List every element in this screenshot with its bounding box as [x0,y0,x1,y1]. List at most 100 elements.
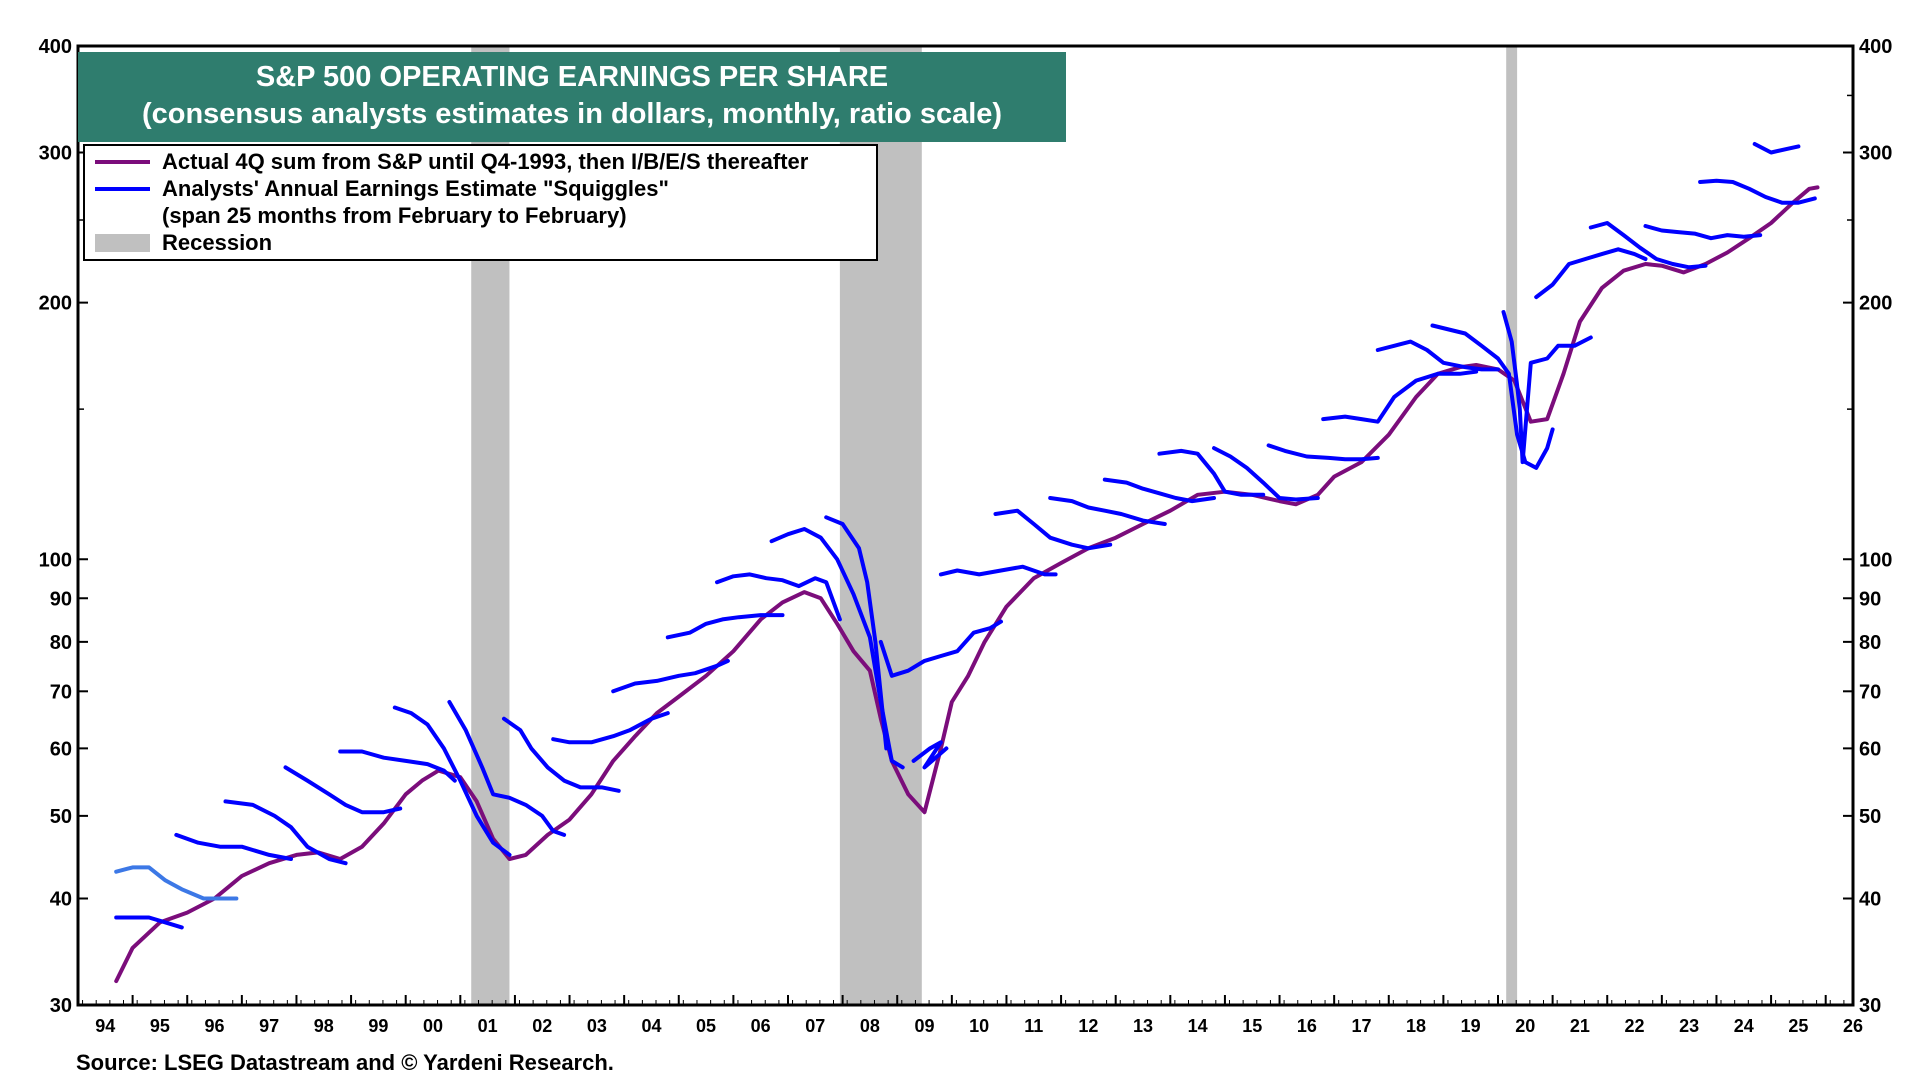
y-tick-label-left: 50 [50,806,72,828]
x-tick-label: 03 [587,1016,607,1036]
x-tick-label: 07 [805,1016,825,1036]
x-tick-label: 25 [1788,1016,1808,1036]
x-tick-label: 18 [1406,1016,1426,1036]
y-axis-left: 30 40 50 60 70 80 90 100 200 300 400 [39,36,88,1017]
legend-item-squiggles: Analysts' Annual Earnings Estimate "Squi… [95,176,669,202]
legend-label-actual: Actual 4Q sum from S&P until Q4-1993, th… [162,149,809,174]
y-tick-label-right: 50 [1859,806,1881,828]
y-tick-label-left: 30 [50,995,72,1017]
y-axis-right: 30 40 50 60 70 80 90 100 200 300 400 [1843,36,1892,1017]
x-tick-label: 13 [1133,1016,1153,1036]
squiggle-line [1430,323,1555,470]
legend-item-recession: Recession [95,230,272,256]
squiggle-line [878,619,1003,678]
x-tick-label: 09 [915,1016,935,1036]
y-tick-label-left: 200 [39,293,72,315]
squiggle-line [502,716,621,793]
squiggle-line [1643,224,1763,241]
y-tick-label-left: 40 [50,888,72,910]
x-tick-label: 04 [641,1016,661,1036]
y-tick-label-right: 70 [1859,681,1881,703]
y-tick-label-left: 400 [39,36,72,58]
x-tick-label: 97 [259,1016,279,1036]
squiggle-line [1698,178,1817,205]
x-tick-label: 22 [1625,1016,1645,1036]
analyst-squiggles-series [114,142,1817,930]
y-tick-label-left: 70 [50,681,72,703]
y-tick-label-left: 100 [39,549,72,571]
chart-subtitle: (consensus analysts estimates in dollars… [141,98,1003,130]
squiggle-line [1048,496,1167,526]
squiggle-line [1157,448,1266,497]
legend-label-recession: Recession [162,230,273,255]
x-axis: 94 95 96 97 98 99 00 01 02 03 04 05 06 07 08 09 10 11 12 13… [82,995,1863,1036]
squiggle-line [1321,369,1479,424]
source-note: Source: LSEG Datastream and © Yardeni Re… [76,1050,614,1075]
x-tick-label: 24 [1734,1016,1754,1036]
squiggle-line [611,658,730,694]
x-tick-label: 95 [150,1016,170,1036]
x-tick-label: 08 [860,1016,880,1036]
x-tick-label: 21 [1570,1016,1590,1036]
squiggle-line [338,749,457,783]
x-tick-label: 02 [532,1016,552,1036]
squiggle-line [665,613,785,640]
squiggle-line [223,799,348,866]
x-tick-label: 16 [1297,1016,1317,1036]
squiggle-line [392,705,512,857]
y-tick-label-right: 30 [1859,995,1881,1017]
legend-label-squiggles-note: (span 25 months from February to Februar… [162,203,627,228]
y-tick-label-right: 300 [1859,143,1892,165]
squiggle-line [1501,310,1593,465]
legend: Actual 4Q sum from S&P until Q4-1993, th… [83,144,878,261]
y-tick-label-right: 100 [1859,549,1892,571]
x-tick-label: 26 [1843,1016,1863,1036]
legend-item-squiggles-note: (span 25 months from February to Februar… [95,203,627,229]
squiggle-line [1588,221,1708,270]
x-tick-label: 12 [1078,1016,1098,1036]
x-tick-label: 99 [368,1016,388,1036]
x-tick-label: 17 [1351,1016,1371,1036]
plot-frame [76,44,1855,1007]
x-tick-label: 94 [95,1016,115,1036]
squiggle-line [911,740,949,770]
squiggle-line [447,700,567,837]
squiggle-line [114,865,239,901]
y-tick-label-right: 90 [1859,588,1881,610]
y-tick-label-right: 400 [1859,36,1892,58]
x-tick-label: 05 [696,1016,716,1036]
squiggle-line [1375,339,1500,372]
recession-band [1506,46,1518,1005]
chart-title-box: S&P 500 OPERATING EARNINGS PER SHARE (co… [78,52,1066,142]
x-tick-label: 06 [751,1016,771,1036]
squiggle-line [283,765,403,815]
y-tick-label-left: 80 [50,632,72,654]
chart-title: S&P 500 OPERATING EARNINGS PER SHARE [255,61,889,93]
y-tick-label-right: 80 [1859,632,1881,654]
squiggle-line [1212,446,1320,502]
x-tick-label: 98 [314,1016,334,1036]
x-tick-label: 14 [1188,1016,1208,1036]
actual-earnings-line [114,185,1820,984]
legend-swatch-actual [95,160,150,164]
x-tick-label: 15 [1242,1016,1262,1036]
y-tick-label-left: 60 [50,738,72,760]
legend-item-actual: Actual 4Q sum from S&P until Q4-1993, th… [95,149,808,175]
axis-frame [76,44,1855,1007]
x-tick-label: 00 [423,1016,443,1036]
legend-swatch-recession [95,234,150,252]
actual-earnings-series [114,185,1820,984]
squiggle-line [1266,443,1380,462]
squiggle-line [551,711,670,745]
x-tick-label: 20 [1515,1016,1535,1036]
x-tick-label: 11 [1024,1016,1043,1036]
squiggle-line [938,564,1058,577]
x-tick-label: 96 [205,1016,225,1036]
squiggle-line [1752,142,1801,155]
squiggle-line [114,915,184,930]
legend-label-squiggles: Analysts' Annual Earnings Estimate "Squi… [162,176,669,201]
squiggle-line [1534,247,1648,300]
squiggle-line [715,572,842,622]
squiggle-line [1102,477,1216,504]
x-tick-label: 10 [969,1016,989,1036]
